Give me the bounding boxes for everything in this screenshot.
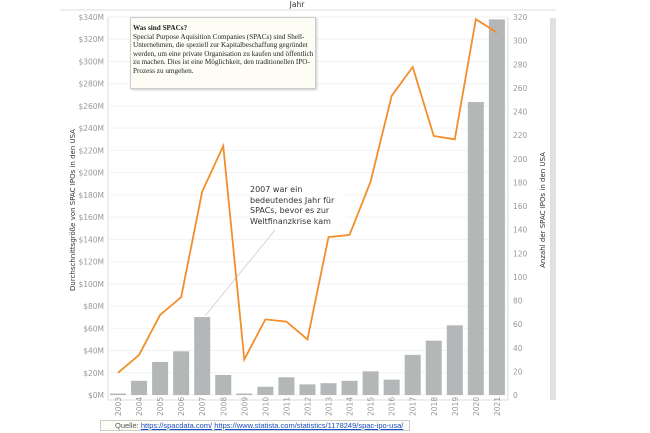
left-tick-label: $40M: [83, 347, 104, 356]
annotation-2007: 2007 war ein bedeutendes Jahr für SPACs,…: [250, 185, 346, 227]
left-tick-label: $320M: [78, 35, 104, 44]
bar-2008: [215, 374, 232, 395]
left-tick-label: $160M: [78, 213, 104, 222]
right-tick-label: 80: [513, 297, 523, 306]
info-title: Was sind SPACs?: [133, 24, 188, 32]
left-tick-label: $260M: [78, 102, 104, 111]
x-tick-label: 2006: [177, 397, 186, 416]
left-tick-label: $20M: [83, 369, 104, 378]
bar-2007: [194, 317, 211, 395]
x-tick-label: 2021: [493, 397, 502, 416]
bar-2005: [152, 361, 169, 395]
x-tick-label: 2019: [451, 397, 460, 416]
x-tick-label: 2010: [261, 397, 270, 416]
bar-2006: [173, 351, 190, 395]
right-axis-title: Anzahl der SPAC IPOs in den USA: [539, 152, 547, 268]
left-tick-label: $300M: [78, 57, 104, 66]
left-axis-title: Durchschnittsgröße von SPAC IPOs in den …: [69, 129, 77, 291]
x-tick-label: 2017: [409, 397, 418, 416]
right-tick-label: 180: [513, 178, 528, 187]
right-tick-label: 280: [513, 60, 528, 69]
x-tick-label: 2003: [114, 397, 123, 416]
annotation-connector: [204, 229, 276, 317]
left-tick-label: $100M: [78, 280, 104, 289]
bar-2010: [257, 386, 274, 395]
right-tick-label: 200: [513, 155, 528, 164]
x-tick-label: 2020: [472, 397, 481, 416]
right-tick-label: 300: [513, 37, 528, 46]
source-link-spacdata[interactable]: https://spacdata.com/: [140, 421, 213, 430]
bar-2004: [131, 380, 148, 395]
x-tick-label: 2013: [325, 397, 334, 416]
right-tick-label: 120: [513, 249, 528, 258]
bar-2016: [383, 379, 400, 395]
right-tick-label: 0: [513, 391, 518, 400]
right-tick-label: 320: [513, 13, 528, 22]
x-tick-label: 2012: [303, 397, 312, 416]
x-tick-label: 2014: [346, 397, 355, 416]
left-tick-label: $60M: [83, 324, 104, 333]
x-tick-label: 2018: [430, 397, 439, 416]
x-tick-label: 2007: [198, 397, 207, 416]
left-tick-label: $0M: [88, 391, 104, 400]
x-tick-label: 2016: [388, 397, 397, 416]
bar-2009: [236, 393, 253, 395]
spac-info-box: Was sind SPACs? Special Purpose Aquisitio…: [130, 17, 316, 89]
x-tick-label: 2009: [240, 397, 249, 416]
left-tick-label: $80M: [83, 302, 104, 311]
x-tick-label: 2008: [219, 397, 228, 416]
bar-2020: [467, 102, 484, 396]
x-tick-label: 2004: [135, 397, 144, 416]
info-body: Special Purpose Aquisition Companies (SP…: [133, 32, 314, 75]
x-tick-label: 2015: [367, 397, 376, 416]
right-tick-label: 240: [513, 108, 528, 117]
bar-2003: [110, 393, 126, 395]
bar-2013: [320, 383, 337, 395]
x-tick-label: 2011: [282, 397, 291, 416]
avg-size-line: [117, 17, 498, 374]
right-tick-label: 140: [513, 226, 528, 235]
scrollbar[interactable]: [550, 18, 556, 400]
right-tick-label: 100: [513, 273, 528, 282]
bar-2014: [341, 380, 358, 395]
bar-2019: [446, 325, 463, 395]
source-link-statista[interactable]: https://www.statista.com/statistics/1178…: [214, 421, 404, 430]
bar-2018: [425, 340, 442, 395]
left-tick-label: $240M: [78, 124, 104, 133]
source-bar: Quelle: https://spacdata.com/ https://ww…: [100, 420, 411, 431]
left-tick-label: $120M: [78, 258, 104, 267]
source-label: Quelle:: [115, 421, 139, 430]
left-tick-label: $200M: [78, 169, 104, 178]
bar-2015: [362, 371, 379, 395]
bar-2011: [278, 377, 295, 395]
left-tick-label: $140M: [78, 235, 104, 244]
bar-2017: [404, 354, 421, 395]
bar-2021: [488, 19, 505, 396]
left-tick-label: $340M: [78, 13, 104, 22]
right-tick-label: 260: [513, 84, 528, 93]
bar-2012: [299, 384, 316, 395]
right-tick-label: 60: [513, 320, 523, 329]
right-tick-label: 40: [513, 344, 523, 353]
right-tick-label: 220: [513, 131, 528, 140]
right-tick-label: 20: [513, 367, 523, 376]
x-tick-label: 2005: [156, 397, 165, 416]
left-tick-label: $280M: [78, 80, 104, 89]
left-tick-label: $220M: [78, 146, 104, 155]
left-tick-label: $180M: [78, 191, 104, 200]
header-jahr: Jahr: [289, 0, 306, 9]
right-tick-label: 160: [513, 202, 528, 211]
